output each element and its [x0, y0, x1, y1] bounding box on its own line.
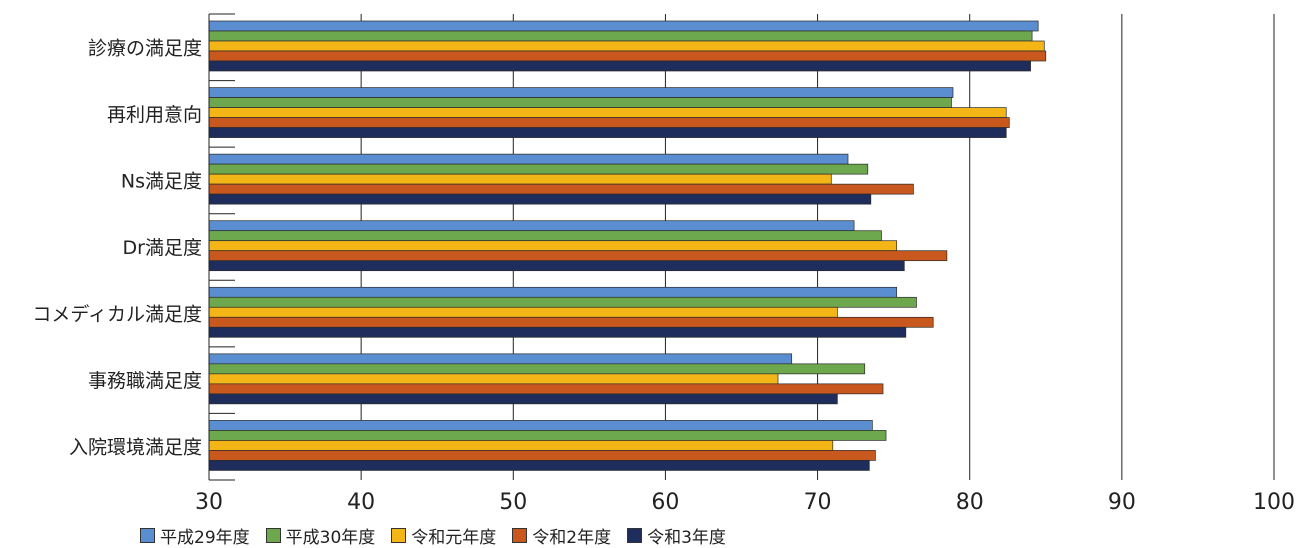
bar [208, 163, 869, 175]
bar [208, 296, 917, 308]
legend-item: 平成29年度 [140, 523, 250, 548]
bar [208, 173, 832, 185]
bar [208, 183, 914, 195]
x-tick-label: 70 [804, 490, 832, 515]
x-tick-label: 30 [195, 490, 223, 515]
bar [208, 326, 907, 338]
legend-swatch [140, 527, 155, 543]
bar [208, 383, 884, 395]
bar [208, 87, 954, 98]
axes [208, 13, 235, 481]
x-tick-label: 100 [1253, 490, 1295, 515]
bar [208, 97, 952, 108]
legend-label: 令和3年度 [647, 527, 726, 548]
bar [208, 250, 948, 262]
bar [208, 153, 849, 165]
bar [208, 193, 872, 205]
bar [208, 50, 1047, 62]
bar [208, 240, 898, 252]
category-label: 入院環境満足度 [69, 437, 202, 459]
x-tick-label: 90 [1108, 490, 1136, 515]
bar [208, 220, 855, 232]
legend-label: 令和元年度 [411, 527, 497, 548]
bar [208, 230, 882, 242]
bar [208, 393, 838, 405]
category-label: 再利用意向 [107, 104, 202, 126]
legend-swatch [512, 527, 528, 543]
x-tick-label: 80 [956, 490, 984, 515]
bar [208, 40, 1045, 52]
category-label: 診療の満足度 [88, 37, 202, 59]
legend-item: 令和2年度 [512, 523, 611, 548]
bars [208, 20, 1047, 471]
bar [208, 60, 1031, 72]
bar [208, 363, 866, 375]
x-tick-labels: 30 40 50 60 70 80 90 100 [195, 490, 1295, 515]
x-tick-label: 60 [651, 490, 679, 515]
legend-label: 平成30年度 [285, 527, 376, 548]
x-tick-label: 40 [347, 490, 375, 515]
bar [208, 373, 779, 385]
legend-item: 令和元年度 [391, 523, 496, 548]
bar [208, 430, 887, 441]
bar [208, 127, 1007, 138]
legend-item: 令和3年度 [627, 523, 726, 548]
legend: 平成29年度 平成30年度 令和元年度 令和2年度 令和3年度 [140, 523, 742, 548]
bar [208, 460, 870, 471]
legend-label: 令和2年度 [532, 527, 612, 548]
bar [208, 260, 905, 272]
bar [208, 450, 876, 461]
bar [208, 440, 834, 451]
bar [208, 353, 793, 365]
bar [208, 117, 1010, 128]
bar [208, 316, 934, 328]
bar [208, 30, 1033, 42]
bar [208, 420, 873, 431]
bar [208, 107, 1007, 118]
bar [208, 20, 1039, 32]
bar [208, 306, 838, 318]
bar [208, 286, 898, 298]
x-tick-label: 50 [499, 490, 527, 515]
legend-swatch [391, 527, 407, 543]
legend-item: 平成30年度 [265, 523, 376, 548]
category-label: Ns満足度 [121, 170, 202, 192]
category-label: 事務職満足度 [88, 370, 202, 392]
category-label: コメディカル満足度 [32, 304, 202, 326]
legend-label: 平成29年度 [160, 527, 250, 548]
category-label: Dr満足度 [123, 237, 202, 259]
legend-swatch [265, 527, 281, 543]
legend-swatch [627, 527, 643, 543]
